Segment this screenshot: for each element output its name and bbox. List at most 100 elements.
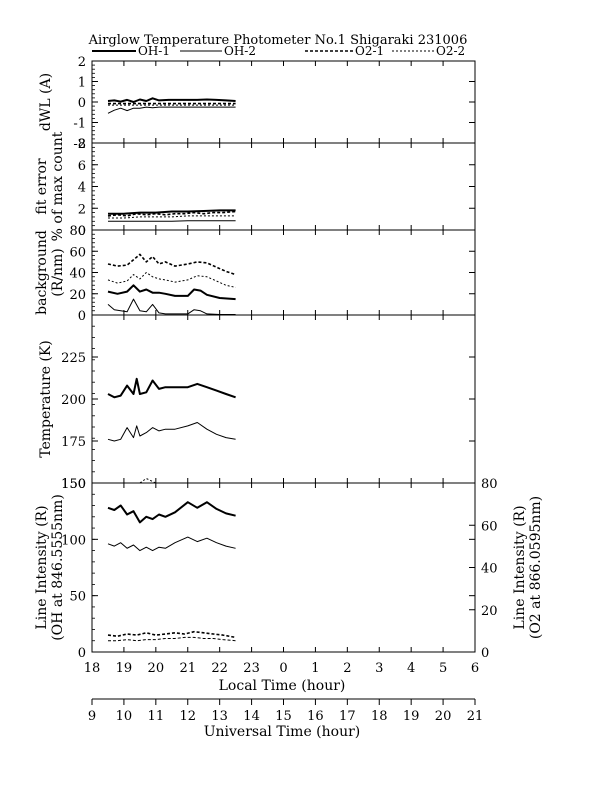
lt-tick-label: 6 — [471, 661, 479, 676]
ut-tick-label: 9 — [88, 709, 96, 724]
y-right-tick-label: 60 — [481, 519, 498, 534]
y-axis-title: (R/nm) — [50, 248, 66, 296]
ut-tick-label: 12 — [179, 709, 196, 724]
local-time-axis-title: Local Time (hour) — [219, 678, 346, 694]
series-line-oh2 — [107, 298, 236, 315]
chart-title: Airglow Temperature Photometer No.1 Shig… — [88, 33, 468, 48]
lt-tick-label: 23 — [243, 661, 260, 676]
y-tick-label: 60 — [69, 245, 86, 260]
y-tick-label: 1 — [78, 76, 86, 91]
y-tick-label: 0 — [78, 646, 86, 661]
y-tick-label: 2 — [78, 202, 86, 217]
y-axis-title: Temperature (K) — [38, 340, 54, 458]
y-axis-title: background — [34, 230, 50, 315]
y-axis-title: fit error — [34, 158, 50, 215]
y-tick-label: 200 — [61, 393, 86, 408]
series-line-oh2b — [108, 636, 236, 642]
y-tick-label: 150 — [61, 477, 86, 492]
series-line-oh1 — [107, 284, 236, 301]
ut-tick-label: 18 — [371, 709, 388, 724]
series-line-o21 — [107, 253, 236, 276]
universal-time-axis-title: Universal Time (hour) — [204, 724, 361, 740]
universal-time-axis: 9 10 11 12 13 14 15 16 17 18 19 20 21 — [88, 698, 484, 724]
ut-tick-label: 10 — [116, 709, 133, 724]
legend-label-oh1: OH-1 — [138, 44, 170, 58]
y-tick-label: 40 — [69, 267, 86, 282]
y-right-tick-label: 20 — [481, 604, 498, 619]
panel-frame — [91, 60, 476, 144]
y-right-axis-title: (O2 at 866.0595nm) — [528, 496, 544, 639]
legend-label-o21: O2-1 — [355, 44, 384, 58]
y-right-tick-label: 80 — [481, 477, 498, 492]
lt-tick-label: 21 — [179, 661, 196, 676]
panel-bg: 80 60 40 20 0 background (R/nm) — [34, 224, 476, 324]
y-right-tick-label: 40 — [481, 562, 498, 577]
panel-fiterr: 8 6 4 2 0 fit error% of max count — [34, 131, 476, 241]
y-right-axis-title: Line Intensity (R) — [512, 505, 528, 629]
y-axis-title: % of max count — [50, 131, 66, 241]
legend: OH-1 OH-2 O2-1 O2-2 — [92, 44, 465, 58]
legend-label-oh2: OH-2 — [224, 44, 256, 58]
ut-tick-label: 11 — [148, 709, 165, 724]
lt-tick-label: 1 — [311, 661, 319, 676]
series-line-o21 — [107, 210, 236, 217]
y-tick-label: 2 — [78, 55, 86, 70]
lt-tick-label: 3 — [375, 661, 383, 676]
series-line-oh1 — [107, 501, 236, 524]
ut-tick-label: 15 — [275, 709, 292, 724]
y-tick-label: 0 — [78, 309, 86, 324]
series-line-oh1 — [107, 97, 236, 103]
y-tick-label: -2 — [73, 137, 86, 152]
ut-tick-label: 16 — [307, 709, 324, 724]
panel-dwl: 2 1 0 -1 -2 dWL (A) — [38, 55, 476, 152]
lt-tick-label: 19 — [116, 661, 133, 676]
panel-frame — [91, 482, 476, 653]
lt-tick-label: 0 — [279, 661, 287, 676]
lt-tick-label: 22 — [211, 661, 228, 676]
y-tick-label: 6 — [78, 159, 86, 174]
y-tick-label: 225 — [61, 351, 86, 366]
y-tick-label: 80 — [69, 224, 86, 239]
y-tick-label: 8 — [78, 137, 86, 152]
y-tick-label: 50 — [69, 590, 86, 605]
lt-tick-label: 4 — [407, 661, 415, 676]
y-tick-label: 20 — [69, 288, 86, 303]
series-line-oh2 — [107, 106, 236, 114]
series-line-o21 — [107, 630, 236, 639]
series-line-oh2 — [107, 536, 236, 552]
local-time-axis: 18 19 20 21 22 23 0 1 2 3 4 5 6 — [84, 661, 479, 676]
y-tick-label: 0 — [78, 224, 86, 239]
y-axis-title: (OH at 846.5555nm) — [50, 494, 66, 641]
ut-tick-label: 13 — [211, 709, 228, 724]
panel-frame — [91, 229, 476, 316]
y-tick-label: 150 — [61, 477, 86, 492]
series-line-oh2 — [107, 422, 236, 442]
ut-tick-label: 19 — [403, 709, 420, 724]
series-line-oh1 — [108, 209, 236, 215]
y-axis-title: Line Intensity (R) — [34, 505, 50, 629]
legend-label-o22: O2-2 — [436, 44, 465, 58]
ut-tick-label: 20 — [435, 709, 452, 724]
series-line-o22 — [108, 478, 236, 484]
ut-tick-label: 17 — [339, 709, 356, 724]
y-tick-label: 175 — [61, 435, 86, 450]
lt-tick-label: 2 — [343, 661, 351, 676]
series-line-o22 — [108, 215, 236, 219]
lt-tick-label: 20 — [148, 661, 165, 676]
y-tick-label: 4 — [78, 181, 86, 196]
lt-tick-label: 5 — [439, 661, 447, 676]
y-right-tick-label: 0 — [481, 646, 489, 661]
ut-tick-label: 14 — [243, 709, 260, 724]
panel-frame — [91, 314, 476, 484]
series-line-oh2 — [108, 220, 236, 222]
lt-tick-label: 18 — [84, 661, 101, 676]
y-tick-label: 100 — [61, 533, 86, 548]
y-tick-label: 0 — [78, 96, 86, 111]
panel-temp: 225 200 175 150 Temperature (K) — [38, 314, 476, 492]
y-tick-label: -1 — [73, 117, 86, 132]
ut-tick-label: 21 — [467, 709, 484, 724]
series-line-o22 — [107, 272, 236, 288]
series-line-oh1 — [107, 377, 236, 399]
